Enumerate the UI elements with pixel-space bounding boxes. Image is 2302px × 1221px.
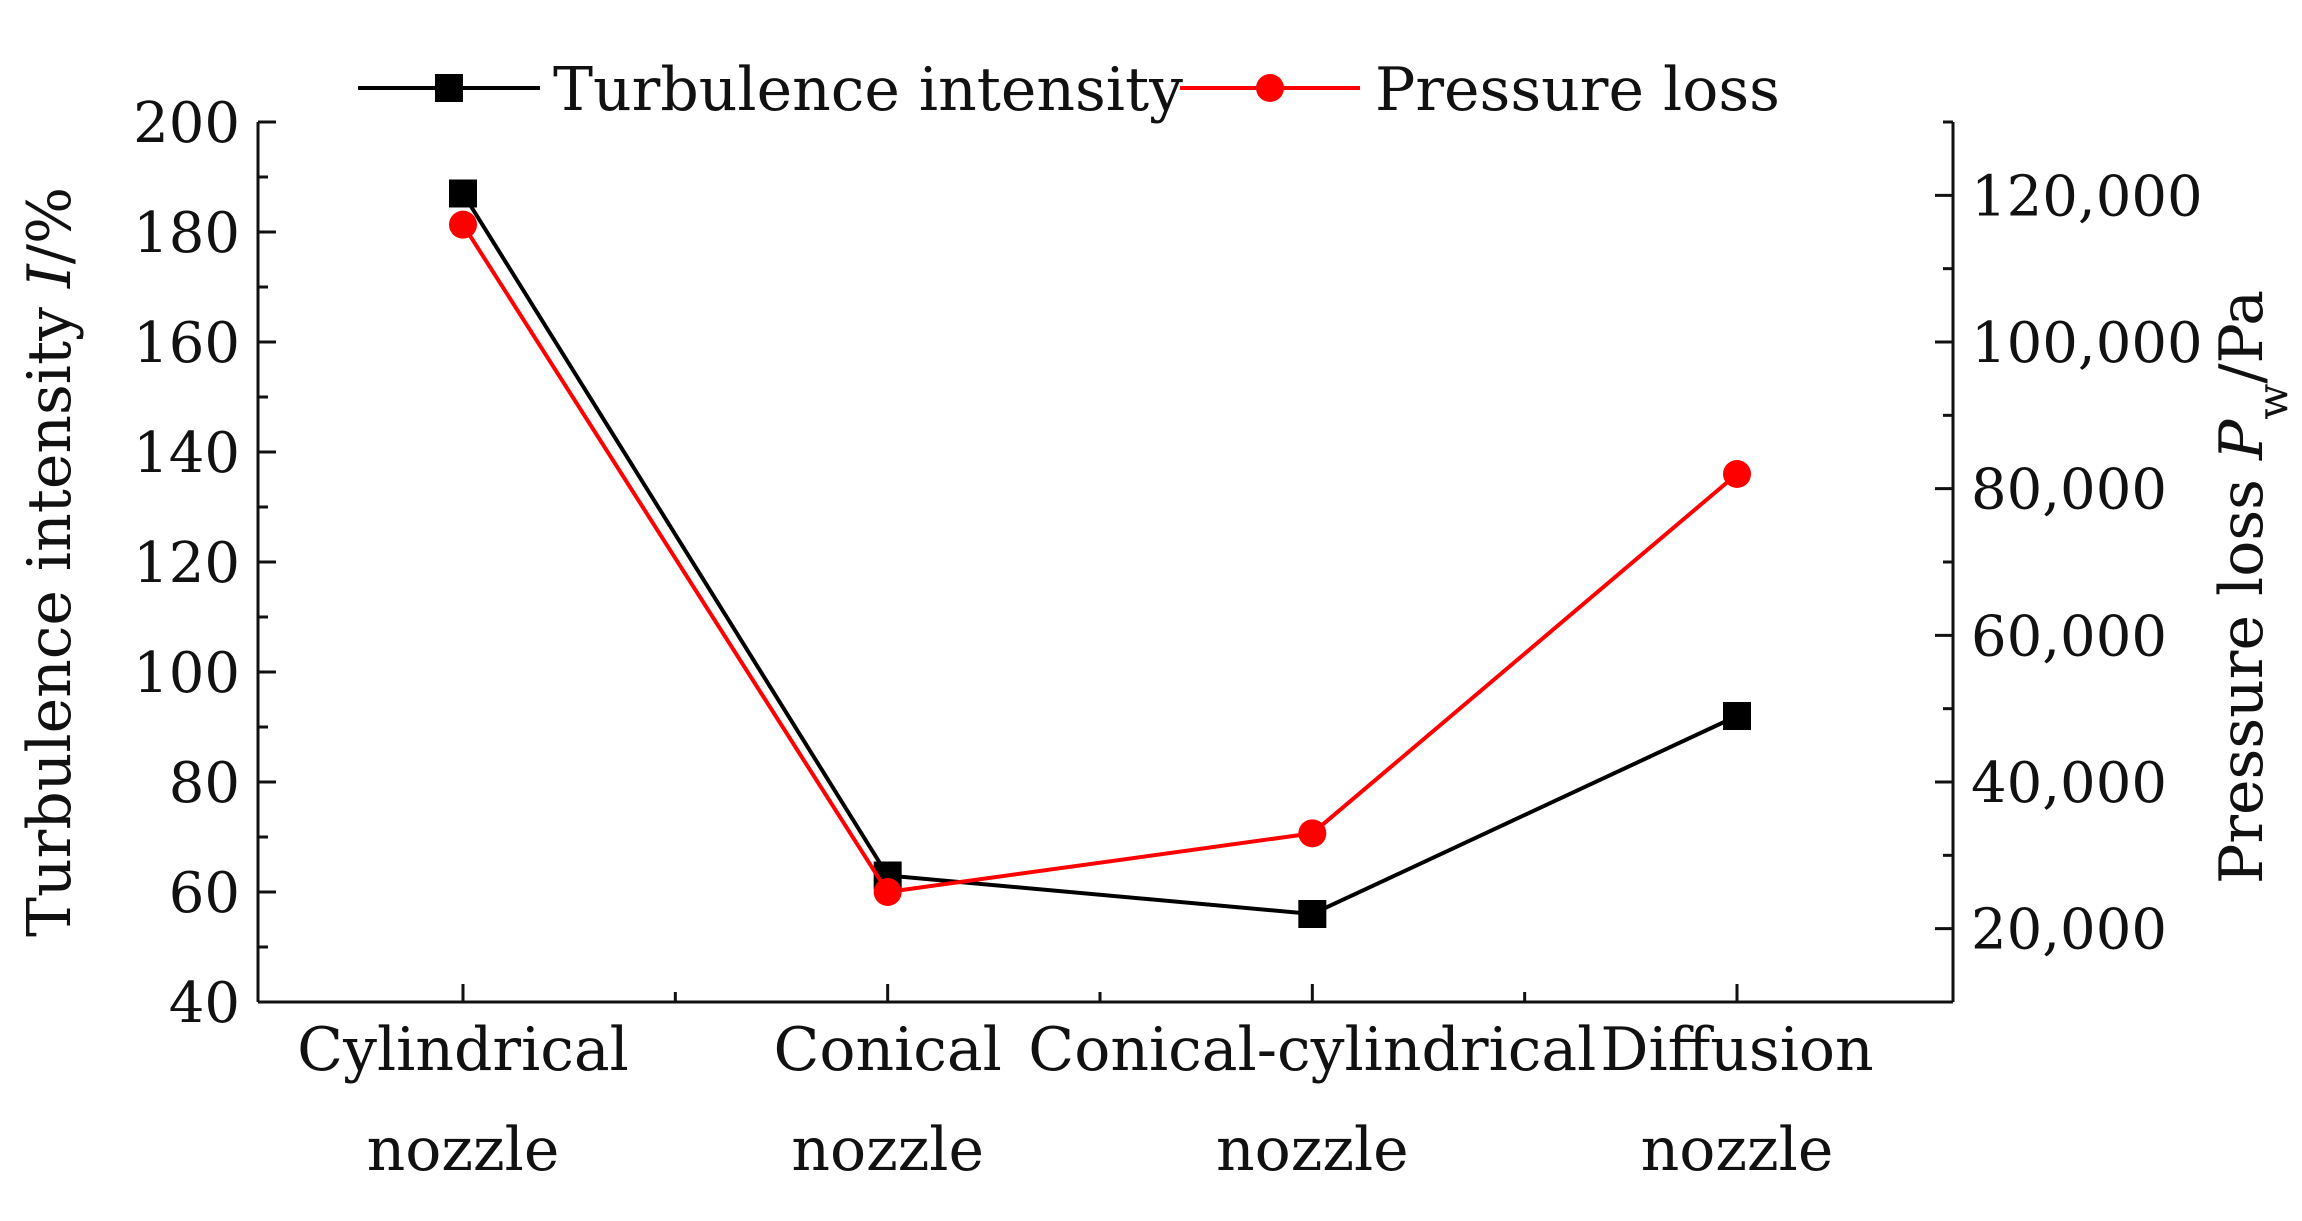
x-category-label: nozzle [791, 1115, 984, 1185]
pressure-loss-point [873, 878, 902, 906]
left-tick-label: 160 [133, 311, 240, 376]
right-tick-label: 40,000 [1971, 751, 2167, 816]
right-tick-label: 60,000 [1971, 604, 2167, 669]
left-tick-label: 80 [169, 751, 240, 816]
legend-label: Turbulence intensity [553, 55, 1183, 125]
left-tick-label: 120 [133, 531, 240, 596]
turbulence-intensity-point [1298, 900, 1327, 928]
left-tick-label: 180 [133, 201, 240, 266]
series-layer [449, 179, 1751, 928]
x-category-label: nozzle [1641, 1115, 1834, 1185]
legend-marker-square [435, 74, 463, 102]
legend-marker-circle [1256, 74, 1284, 102]
left-tick-label: 100 [133, 641, 240, 706]
series-line-turbulence-intensity [461, 192, 1738, 917]
x-category-label: Cylindrical [297, 1015, 629, 1085]
turbulence-intensity-point [449, 179, 477, 208]
axes-layer: 40 60 80 100 120 140 160 180 200 20,000 40,000 60,0… [15, 91, 2297, 1185]
right-tick-label: 80,000 [1971, 458, 2167, 523]
right-axis-title: Pressure loss Pw/Pa [2207, 290, 2297, 884]
pressure-loss-point [1723, 460, 1751, 488]
right-tick-label: 120,000 [1971, 164, 2203, 229]
right-tick-label: 20,000 [1971, 898, 2167, 963]
left-tick-label: 40 [169, 971, 240, 1036]
left-tick-label: 200 [133, 91, 240, 156]
x-category-label: nozzle [367, 1115, 560, 1185]
x-category-label: Conical [773, 1015, 1001, 1085]
pressure-loss-point [449, 210, 477, 239]
series-line-pressure-loss [461, 223, 1739, 895]
x-category-label: Diffusion [1600, 1015, 1873, 1085]
x-category-label: Conical-cylindrical [1028, 1015, 1596, 1085]
x-category-label: nozzle [1216, 1115, 1409, 1185]
right-tick-label: 100,000 [1971, 311, 2203, 376]
left-axis-title: Turbulence intensity I/% [15, 187, 85, 937]
turbulence-intensity-point [1723, 702, 1751, 730]
legend: Turbulence intensity Pressure loss [358, 55, 1780, 125]
legend-label: Pressure loss [1375, 55, 1780, 125]
left-tick-label: 140 [133, 421, 240, 486]
left-tick-label: 60 [169, 861, 240, 926]
pressure-loss-point [1298, 819, 1327, 848]
